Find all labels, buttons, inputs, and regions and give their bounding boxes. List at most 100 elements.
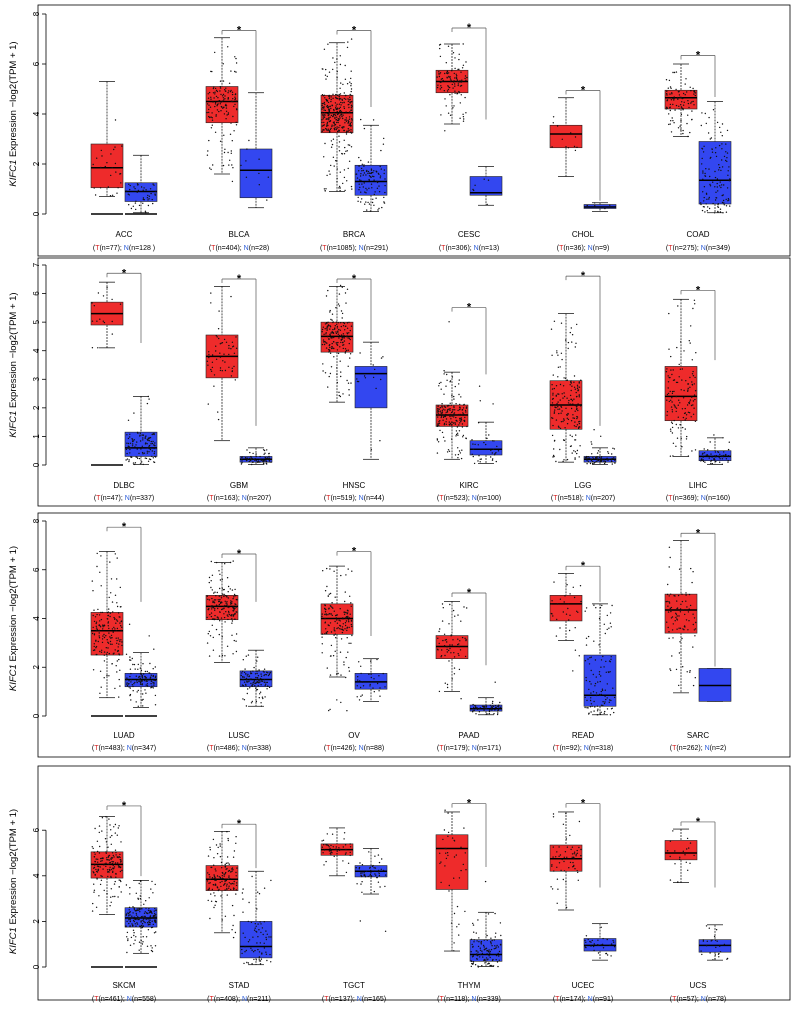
data-point <box>681 446 683 448</box>
data-point <box>331 319 333 321</box>
data-point <box>337 333 339 335</box>
data-point <box>336 126 338 128</box>
data-point <box>321 94 324 96</box>
data-point <box>240 674 242 677</box>
data-point <box>259 458 261 461</box>
data-point <box>491 459 494 461</box>
data-point <box>225 118 227 120</box>
data-point <box>438 422 441 424</box>
data-point <box>143 912 146 914</box>
data-point <box>349 101 351 103</box>
data-point <box>118 866 120 868</box>
data-point <box>337 121 339 124</box>
data-point <box>233 609 235 611</box>
data-point <box>107 875 109 878</box>
tumor-box-luad <box>90 551 124 717</box>
data-point <box>684 94 686 96</box>
data-point <box>145 907 147 909</box>
data-point <box>687 411 690 413</box>
tumor-box-rect <box>549 595 583 622</box>
data-point <box>128 623 131 625</box>
data-point <box>140 448 142 450</box>
data-point <box>458 383 460 385</box>
data-point <box>228 885 230 887</box>
data-point <box>586 458 588 460</box>
data-point <box>569 434 571 436</box>
data-point <box>449 409 451 411</box>
data-point <box>462 863 464 866</box>
data-point <box>101 649 103 651</box>
y-tick-label: 4 <box>32 873 41 878</box>
data-point <box>349 613 351 615</box>
data-point <box>590 458 592 461</box>
data-point <box>342 114 344 116</box>
data-point <box>226 603 228 605</box>
data-point <box>108 675 110 677</box>
data-point <box>343 611 345 613</box>
data-point <box>574 410 576 412</box>
data-point <box>458 424 460 426</box>
data-point <box>670 87 672 90</box>
data-point <box>609 671 611 673</box>
data-point <box>118 696 120 698</box>
data-point <box>460 81 462 83</box>
data-point <box>340 82 342 84</box>
sample-size-label: (T(n=483); N(n=347) <box>92 745 156 752</box>
data-point <box>208 115 210 118</box>
data-point <box>102 320 105 322</box>
data-point <box>709 175 711 178</box>
data-point <box>216 616 218 618</box>
data-point <box>228 612 230 614</box>
data-point <box>260 459 262 461</box>
data-point <box>569 384 571 386</box>
data-point <box>341 126 343 129</box>
data-point <box>441 431 444 434</box>
data-point <box>215 115 217 117</box>
data-point <box>360 118 362 121</box>
data-point <box>600 659 603 661</box>
data-point <box>266 457 269 459</box>
sample-size-part: (n=404); <box>215 245 243 252</box>
data-point <box>262 933 264 936</box>
data-point <box>113 826 115 828</box>
data-point <box>138 680 140 682</box>
significance-bracket <box>336 30 372 107</box>
data-point <box>136 448 138 450</box>
data-point <box>230 614 233 616</box>
data-point <box>341 317 343 319</box>
data-point <box>222 608 224 610</box>
data-point <box>666 93 668 95</box>
data-point <box>454 422 456 424</box>
data-point <box>665 79 668 81</box>
data-point <box>207 633 209 635</box>
data-point <box>235 71 237 73</box>
data-point <box>328 170 330 172</box>
data-point <box>263 947 266 949</box>
data-point <box>225 862 228 864</box>
data-point <box>702 170 704 172</box>
data-point <box>570 382 572 384</box>
data-point <box>669 107 671 109</box>
data-point <box>254 682 256 685</box>
data-point <box>721 455 723 457</box>
data-point <box>600 435 602 437</box>
data-point <box>256 660 258 662</box>
data-point <box>219 90 221 92</box>
data-point <box>479 956 481 958</box>
data-point <box>336 168 338 170</box>
data-point <box>446 70 449 73</box>
data-point <box>263 921 265 923</box>
data-point <box>376 181 379 184</box>
data-point <box>675 410 677 413</box>
data-point <box>214 614 216 617</box>
data-point <box>103 633 105 636</box>
data-point <box>215 879 217 881</box>
data-point <box>148 679 150 681</box>
sample-size-label: (T(n=519); N(n=44) <box>324 495 384 502</box>
data-point <box>144 911 146 913</box>
data-point <box>230 70 232 72</box>
data-point <box>365 870 368 873</box>
data-point <box>373 170 375 172</box>
data-point <box>240 463 243 465</box>
data-point <box>714 939 717 941</box>
